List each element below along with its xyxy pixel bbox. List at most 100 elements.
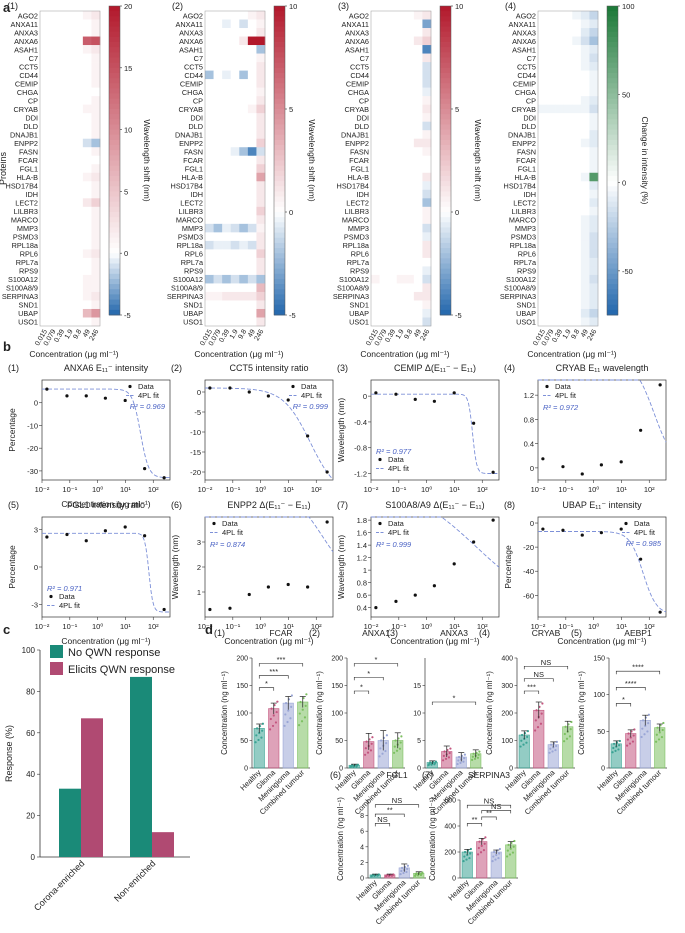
heatmap-cell: [405, 19, 415, 29]
heatmap-cell: [256, 138, 266, 148]
heatmap-cell: [580, 138, 590, 148]
colorbar-tick-label: 0: [124, 249, 128, 258]
d-point: [539, 722, 543, 725]
heatmap-cell: [40, 240, 49, 250]
protein-label: IDH: [356, 190, 369, 199]
colorbar-segment: [109, 299, 120, 306]
data-point: [65, 394, 69, 398]
colorbar-segment: [274, 42, 285, 48]
y-tick-label: 150: [331, 683, 343, 690]
heatmap-cell: [82, 198, 92, 208]
heatmap-cell: [546, 138, 556, 148]
heatmap-cell: [82, 28, 92, 37]
heatmap-cell: [48, 96, 58, 105]
y-tick-label: 0: [530, 519, 534, 528]
d-point: [271, 724, 275, 728]
y-tick-label: 600: [444, 798, 456, 805]
heatmap-cell: [247, 121, 257, 131]
data-point: [103, 529, 107, 533]
colorbar-segment: [440, 52, 451, 58]
heatmap-cell: [405, 223, 415, 233]
heatmap-cell: [563, 36, 573, 46]
concentration-tick-label: 49: [247, 328, 257, 338]
d-ylabel: Concentration (ng ml⁻¹): [577, 671, 586, 755]
d-point: [534, 719, 537, 722]
colorbar-segment: [274, 145, 285, 151]
concentration-tick-label: 246: [420, 328, 432, 342]
heatmap-cell: [230, 155, 240, 165]
y-tick-label: 0: [339, 766, 343, 773]
heatmap-cell: [256, 189, 266, 199]
heatmap-cell: [256, 317, 266, 327]
heatmap-cell: [74, 249, 84, 259]
d-point: [491, 860, 494, 863]
heatmap-cell: [65, 215, 75, 225]
protein-label: SERPINA3: [500, 292, 536, 301]
colorbar-segment: [440, 304, 451, 311]
heatmap-cell: [256, 291, 266, 301]
heatmap-cell: [379, 121, 389, 131]
heatmap-cell: [40, 104, 49, 114]
legend-fit-label: 4PL fit: [388, 528, 410, 537]
x-tick-label: 10⁻¹: [62, 485, 77, 494]
heatmap-cell: [379, 62, 389, 71]
d-point: [646, 730, 649, 733]
data-point: [228, 386, 232, 390]
heatmap-cell: [396, 36, 406, 46]
heatmap-cell: [247, 283, 257, 293]
protein-label: UBAP: [18, 309, 38, 318]
legend-data-marker: [212, 521, 216, 526]
heatmap-cell: [422, 53, 432, 63]
x-tick-label: 10²: [148, 622, 159, 631]
d-point: [520, 739, 523, 742]
heatmap-cell: [572, 274, 582, 284]
heatmap-cell: [580, 79, 590, 88]
heatmap-cell: [396, 155, 406, 165]
legend-data-label: Data: [59, 592, 76, 601]
heatmap-cell: [396, 206, 406, 216]
heatmap-cell: [422, 257, 432, 267]
y-tick-label: 60: [26, 729, 35, 738]
heatmap-cell: [546, 62, 556, 71]
heatmap-cell: [230, 96, 240, 105]
heatmap-cell: [555, 45, 565, 54]
heatmap-cell: [40, 19, 49, 29]
fit-curve: [371, 516, 500, 568]
heatmap-cell: [413, 87, 423, 97]
colorbar-segment: [440, 98, 451, 105]
colorbar-segment: [607, 134, 618, 141]
heatmap-cell: [572, 223, 582, 233]
y-tick-label: 1.4: [357, 541, 367, 550]
heatmap-cell: [213, 11, 223, 20]
colorbar-segment: [607, 47, 618, 53]
heatmap-cell: [405, 274, 415, 284]
heatmap-cell: [589, 87, 599, 97]
colorbar-segment: [607, 175, 618, 182]
protein-label: S100A8/9: [6, 284, 38, 293]
colorbar-segment: [440, 134, 451, 141]
heatmap-cell: [396, 113, 406, 122]
d-significance-bracket: [466, 804, 512, 809]
heatmap-cell: [396, 283, 406, 293]
heatmap-cell: [213, 45, 223, 54]
y-tick-label: -20: [523, 543, 534, 552]
heatmap-cell: [563, 138, 573, 148]
heatmap-cell: [91, 28, 101, 37]
colorbar-tick-label: 20: [124, 2, 132, 11]
heatmap-cell: [256, 249, 266, 259]
heatmap-cell: [256, 206, 266, 216]
legend-fit-label: 4PL fit: [222, 528, 244, 537]
colorbar-segment: [109, 11, 120, 17]
colorbar-segment: [109, 217, 120, 223]
heatmap-cell: [247, 206, 257, 216]
colorbar-tick-label: 0: [455, 208, 459, 217]
protein-label: UBAP: [349, 309, 369, 318]
heatmap-cell: [538, 172, 547, 182]
heatmap-cell: [580, 291, 590, 301]
heatmap-cell: [388, 257, 398, 267]
d-point: [284, 713, 287, 716]
d-point: [494, 858, 497, 861]
colorbar-segment: [274, 237, 285, 244]
heatmap-cell: [48, 62, 58, 71]
heatmap-panel-label: (1): [7, 1, 18, 11]
